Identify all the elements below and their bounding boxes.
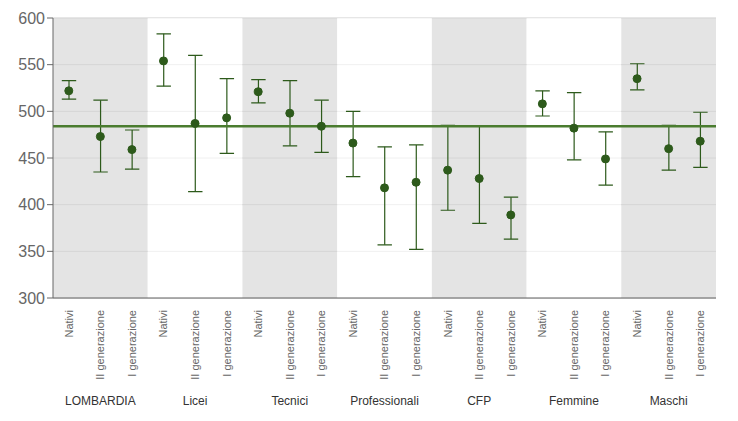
svg-text:Nativi: Nativi (631, 310, 643, 338)
svg-text:II generazione: II generazione (568, 310, 580, 380)
svg-text:500: 500 (18, 103, 45, 120)
svg-text:I generazione: I generazione (599, 310, 611, 377)
svg-text:Licei: Licei (183, 394, 208, 408)
svg-text:II generazione: II generazione (473, 310, 485, 380)
svg-text:I generazione: I generazione (505, 310, 517, 377)
svg-text:I generazione: I generazione (694, 310, 706, 377)
svg-text:LOMBARDIA: LOMBARDIA (65, 394, 136, 408)
svg-text:Femmine: Femmine (549, 394, 599, 408)
svg-text:Professionali: Professionali (350, 394, 419, 408)
svg-text:II generazione: II generazione (378, 310, 390, 380)
svg-text:II generazione: II generazione (189, 310, 201, 380)
svg-text:I generazione: I generazione (410, 310, 422, 377)
svg-text:Nativi: Nativi (536, 310, 548, 338)
svg-text:II generazione: II generazione (662, 310, 674, 380)
svg-text:II generazione: II generazione (284, 310, 296, 380)
svg-text:600: 600 (18, 10, 45, 27)
svg-text:350: 350 (18, 243, 45, 260)
svg-text:I generazione: I generazione (220, 310, 232, 377)
svg-text:Maschi: Maschi (650, 394, 688, 408)
svg-text:300: 300 (18, 290, 45, 307)
svg-text:II generazione: II generazione (94, 310, 106, 380)
svg-text:I generazione: I generazione (126, 310, 138, 377)
svg-text:Nativi: Nativi (63, 310, 75, 338)
svg-text:I generazione: I generazione (315, 310, 327, 377)
svg-text:Tecnici: Tecnici (271, 394, 308, 408)
svg-text:Nativi: Nativi (252, 310, 264, 338)
svg-text:CFP: CFP (467, 394, 491, 408)
svg-text:550: 550 (18, 56, 45, 73)
svg-text:Nativi: Nativi (157, 310, 169, 338)
svg-text:400: 400 (18, 196, 45, 213)
svg-text:Nativi: Nativi (347, 310, 359, 338)
svg-text:Nativi: Nativi (441, 310, 453, 338)
svg-text:450: 450 (18, 150, 45, 167)
